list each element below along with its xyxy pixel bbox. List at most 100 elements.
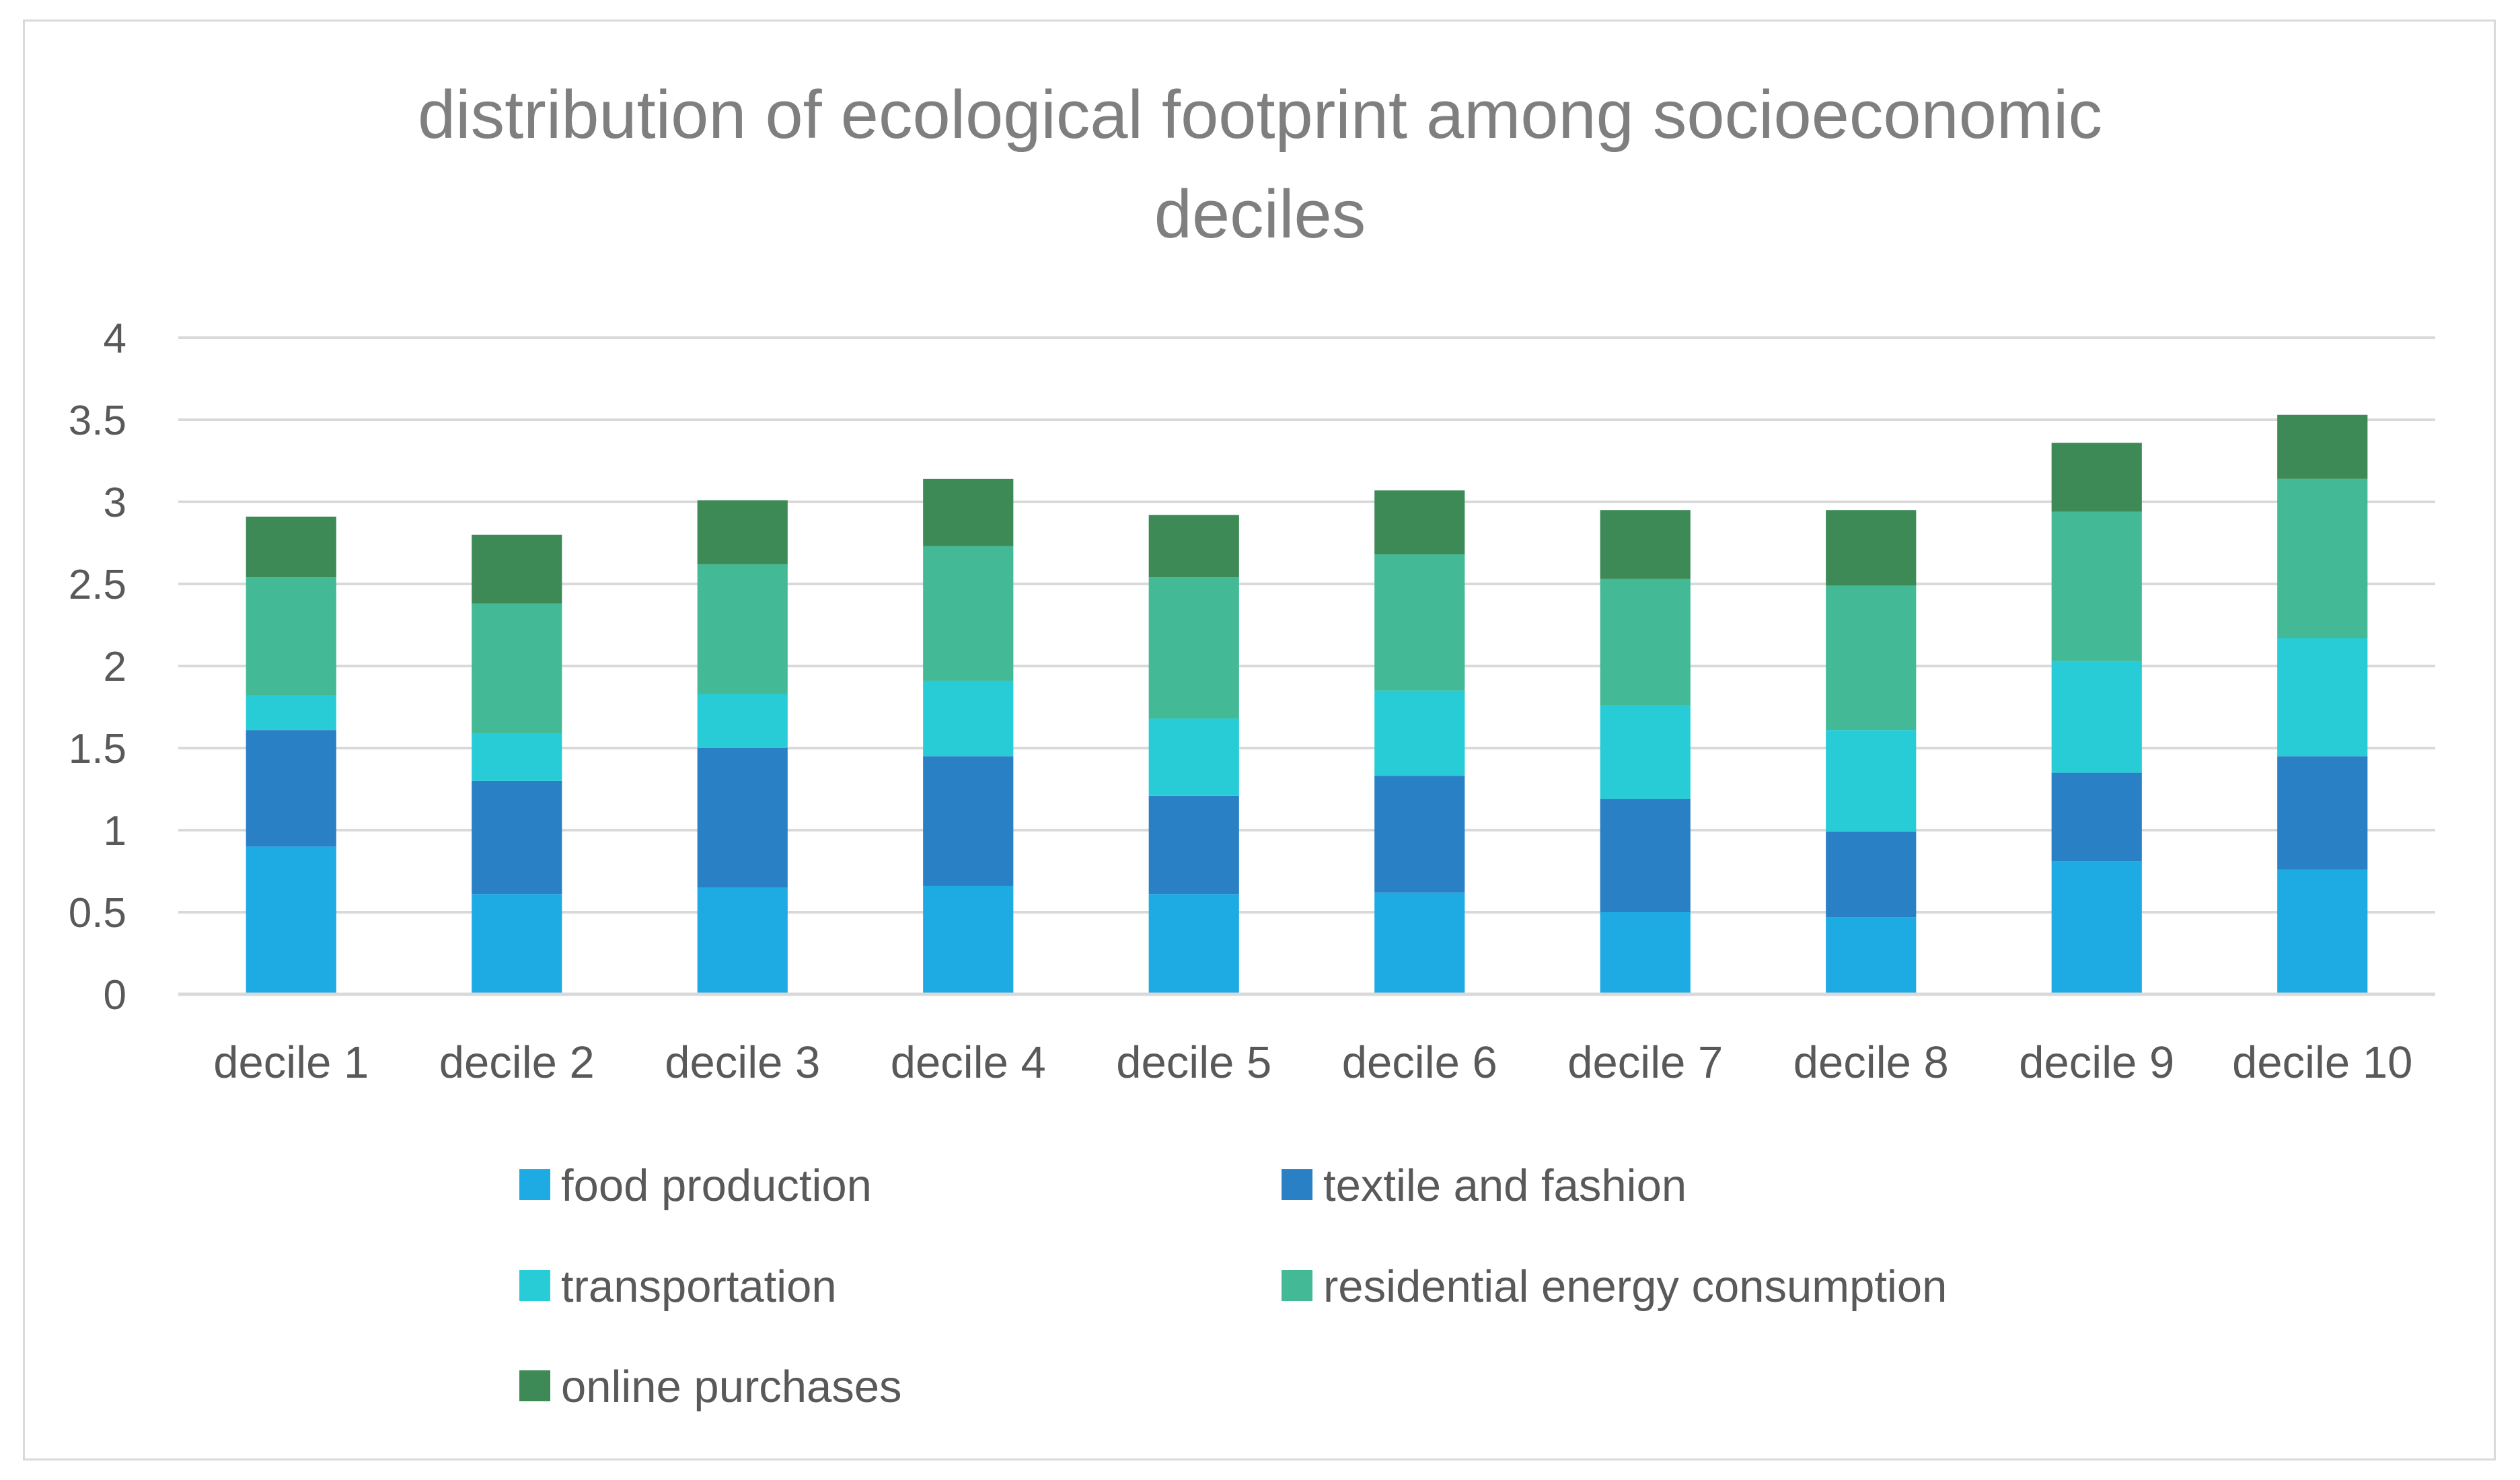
x-tick-label: decile 10 [2232,1037,2412,1088]
bar-stack [1826,510,1917,994]
bar-segment [1600,510,1691,579]
bar-segment [697,748,788,888]
y-tick-label: 3.5 [69,398,126,444]
bar-segment [1374,776,1465,893]
chart-title-line-1: distribution of ecological footprint amo… [418,77,2102,153]
bar-segment [2051,861,2142,994]
legend: food production textile and fashion transp… [519,1160,1947,1412]
x-tick-label: decile 9 [2019,1037,2174,1088]
bar-segment [472,894,562,994]
bar-segment [2277,869,2368,994]
x-tick-label: decile 3 [665,1037,820,1088]
bar-segment [1374,892,1465,994]
bar-segment [1826,510,1917,586]
bar-segment [697,694,788,748]
bar-segment [2277,414,2368,479]
bar-segment [2277,756,2368,870]
chart-title-line-2: deciles [1154,177,1366,252]
y-tick-label: 3 [104,480,126,526]
x-tick-label: decile 8 [1793,1037,1949,1088]
bar-segment [2051,772,2142,862]
bar-segment [246,846,336,994]
legend-label: food production [561,1160,872,1211]
bar-segment [2051,511,2142,661]
bar-segment [1148,894,1239,994]
legend-label: residential energy consumption [1323,1261,1947,1312]
bar-segment [1600,799,1691,912]
bar-segment [2051,661,2142,773]
bar-stack [1374,490,1465,994]
bar-segment [923,885,1014,994]
legend-item: online purchases [519,1362,902,1412]
bar-stack [246,516,336,994]
bar-segment [2051,443,2142,512]
x-tick-label: decile 1 [213,1037,369,1088]
x-tick-label: decile 6 [1342,1037,1497,1088]
legend-item: residential energy consumption [1282,1261,1947,1312]
bar-segment [246,516,336,578]
bar-stack [697,500,788,994]
bar-segment [1600,579,1691,706]
legend-swatch [1282,1169,1312,1200]
bar-segment [923,680,1014,757]
bar-segment [472,733,562,781]
legend-swatch [1282,1270,1312,1301]
bar-segment [697,564,788,694]
bar-segment [246,577,336,696]
y-tick-label: 4 [104,316,126,362]
bar-segment [2277,478,2368,638]
bar-stack [2277,414,2368,994]
bar-stack [1600,510,1691,994]
legend-swatch [519,1270,550,1301]
bar-segment [1374,690,1465,776]
bar-segment [1826,831,1917,918]
legend-swatch [519,1169,550,1200]
bar-stack [2051,443,2142,994]
bar-stack [472,534,562,994]
bar-segment [1374,490,1465,555]
bar-stack [923,478,1014,994]
legend-swatch [519,1370,550,1401]
x-axis-categories: decile 1 decile 2 decile 3 decile 4 decile 5… [213,1037,2412,1088]
x-tick-label: decile 5 [1116,1037,1271,1088]
legend-item: transportation [519,1261,837,1312]
bar-segment [246,695,336,731]
bar-segment [1826,585,1917,731]
bar-segment [697,500,788,564]
legend-label: textile and fashion [1323,1160,1687,1211]
bar-segment [923,478,1014,546]
bar-segment [1148,577,1239,719]
bar-segment [472,534,562,604]
bar-segment [697,887,788,994]
x-tick-label: decile 7 [1567,1037,1723,1088]
bar-segment [1148,795,1239,895]
legend-label: transportation [561,1261,837,1312]
legend-item: food production [519,1160,872,1211]
x-tick-label: decile 4 [891,1037,1046,1088]
legend-label: online purchases [561,1362,902,1412]
bar-segment [2277,638,2368,757]
bar-segment [1600,912,1691,994]
y-axis-ticks: 0 0.5 1 1.5 2 2.5 3 3.5 4 [69,316,126,1019]
x-tick-label: decile 2 [439,1037,595,1088]
bar-segment [1600,705,1691,799]
bars [246,414,2368,994]
bar-segment [472,780,562,895]
bar-segment [246,730,336,847]
bar-segment [1826,917,1917,994]
legend-item: textile and fashion [1282,1160,1687,1211]
y-tick-label: 0 [104,972,126,1019]
bar-segment [472,603,562,734]
bar-segment [1148,718,1239,796]
y-tick-label: 1 [104,808,126,854]
bar-segment [1826,730,1917,832]
bar-segment [923,546,1014,681]
bar-stack [1148,515,1239,994]
bar-segment [923,756,1014,886]
bar-segment [1148,515,1239,578]
bar-segment [1374,554,1465,691]
y-tick-label: 2.5 [69,562,126,608]
y-tick-label: 0.5 [69,890,126,936]
y-tick-label: 2 [104,644,126,690]
